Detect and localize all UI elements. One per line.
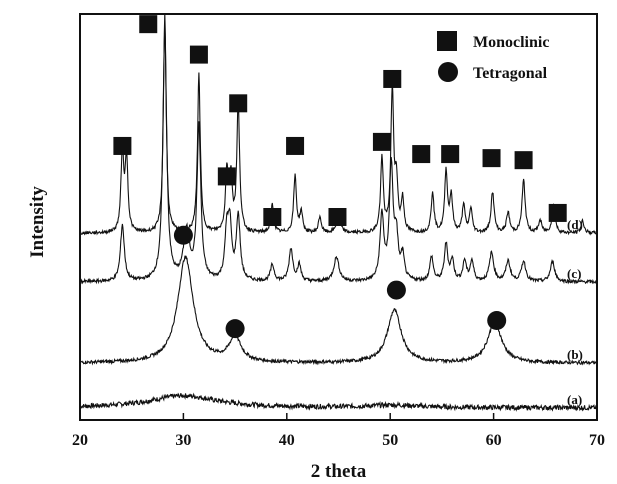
monoclinic-square-marker-14: [548, 203, 567, 222]
tetragonal-circle-marker-3: [487, 311, 507, 331]
series-line-0: [79, 392, 598, 412]
monoclinic-square-marker-2: [189, 45, 208, 64]
legend-label-tetragonal: Tetragonal: [473, 65, 548, 82]
x-tick-label-0: 20: [72, 432, 88, 449]
tetragonal-circle-marker-1: [225, 319, 245, 339]
legend-square-icon: [437, 31, 457, 51]
monoclinic-square-marker-9: [383, 69, 402, 88]
monoclinic-square-marker-10: [412, 145, 431, 164]
series-label-3: (d): [567, 217, 583, 232]
x-tick-label-5: 70: [589, 432, 605, 449]
series-line-1: [79, 255, 598, 366]
monoclinic-square-marker-5: [263, 208, 282, 226]
monoclinic-square-marker-3: [217, 167, 236, 186]
series-label-2: (c): [567, 266, 581, 281]
legend-label-monoclinic: Monoclinic: [473, 34, 549, 51]
monoclinic-square-marker-11: [441, 145, 460, 164]
x-axis-ticks: 20 30 40 50 60 70: [72, 413, 605, 449]
tetragonal-circle-marker-2: [386, 280, 406, 300]
series-label-1: (b): [567, 347, 583, 362]
monoclinic-square-marker-7: [328, 208, 347, 226]
x-tick-label-4: 60: [486, 432, 502, 449]
tetragonal-circle-marker-0: [173, 225, 193, 245]
monoclinic-square-marker-12: [482, 149, 501, 168]
diffraction-curves: [79, 13, 598, 412]
phase-markers: [113, 15, 567, 339]
monoclinic-square-marker-6: [286, 136, 305, 155]
series-label-0: (a): [567, 392, 582, 407]
x-tick-label-3: 50: [382, 432, 398, 449]
y-axis-title: Intensity: [27, 186, 48, 258]
monoclinic-square-marker-4: [229, 94, 248, 113]
legend-circle-icon: [438, 62, 458, 82]
monoclinic-square-marker-13: [514, 151, 533, 170]
monoclinic-square-marker-0: [113, 136, 132, 155]
x-tick-label-1: 30: [175, 432, 191, 449]
legend: Monoclinic Tetragonal: [437, 31, 549, 82]
monoclinic-square-marker-8: [372, 132, 391, 151]
x-axis-title: 2 theta: [311, 461, 367, 482]
curve-labels: (a) (b) (c) (d): [567, 217, 583, 407]
plot-area: (a) (b) (c) (d) 20 30 40 50 60 70: [72, 13, 605, 449]
monoclinic-square-marker-1: [139, 15, 158, 34]
x-tick-label-2: 40: [279, 432, 295, 449]
plot-frame: [79, 13, 598, 421]
